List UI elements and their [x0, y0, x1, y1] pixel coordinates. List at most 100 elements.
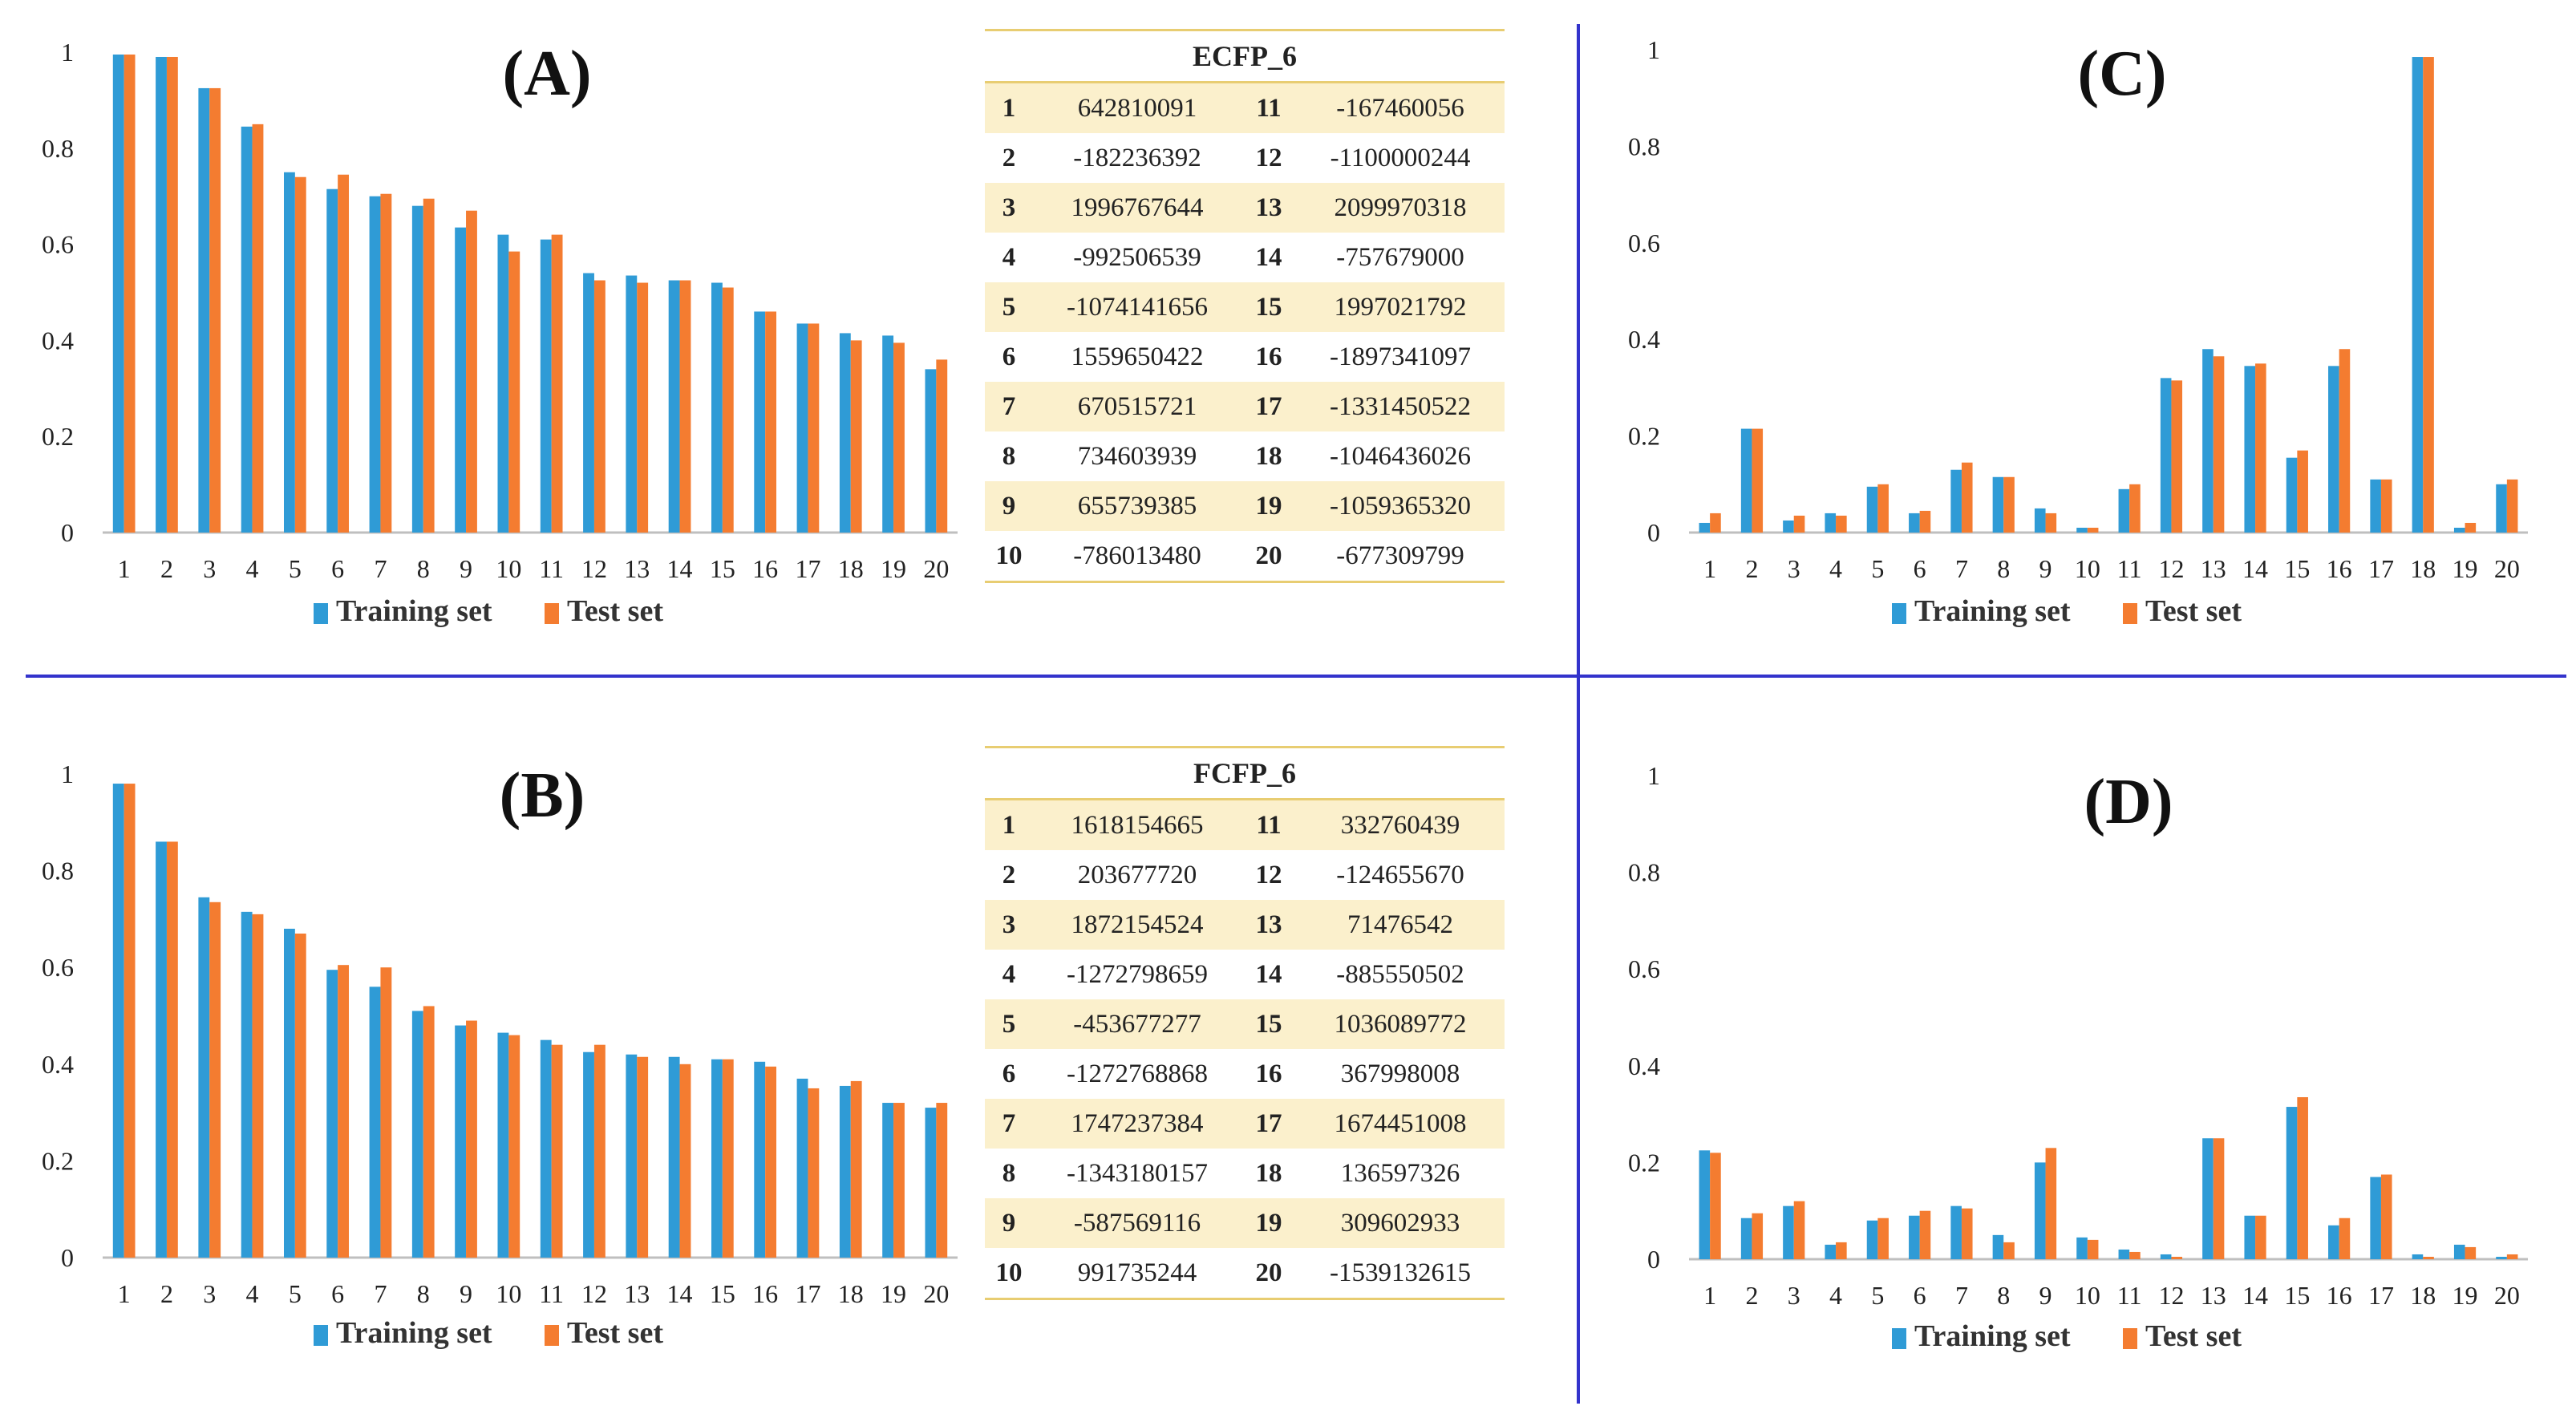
x-tick-label: 14	[2242, 1281, 2268, 1310]
x-tick-label: 19	[881, 1279, 906, 1308]
x-tick-label: 20	[923, 554, 949, 583]
y-tick-label: 0.6	[1628, 229, 1660, 257]
training-bar	[1992, 476, 2004, 533]
test-bar	[2297, 450, 2308, 533]
x-tick-label: 5	[1871, 1281, 1884, 1310]
x-tick-label: 11	[539, 1279, 564, 1308]
table-index-cell: 13	[1241, 183, 1296, 233]
x-tick-label: 20	[2494, 1281, 2520, 1310]
test-bar	[166, 841, 178, 1258]
table-value-cell: 1872154524	[1033, 900, 1241, 950]
ecfp-table-row: 1 642810091 11 -167460056	[985, 82, 1505, 133]
x-tick-label: 16	[752, 1279, 778, 1308]
test-bar	[850, 340, 862, 533]
x-tick-label: 9	[2039, 554, 2052, 583]
test-bar	[1877, 1217, 1889, 1259]
chart-panel-c: 00.20.40.60.811 2 3 4 5 6 7 8 9 10 11 12 13 14 15 16 17 1…	[1628, 35, 2528, 628]
training-bar	[668, 1056, 680, 1258]
training-bar	[241, 126, 253, 533]
y-tick-label: 1	[1647, 35, 1660, 64]
training-bar	[1866, 1220, 1878, 1259]
x-tick-label: 17	[795, 554, 820, 583]
training-bar	[839, 333, 851, 533]
x-tick-label: 16	[752, 554, 778, 583]
x-tick-label: 4	[1829, 1281, 1842, 1310]
x-tick-label: 10	[496, 1279, 521, 1308]
training-bar	[241, 911, 253, 1258]
x-tick-label: 12	[581, 554, 607, 583]
x-tick-label: 5	[289, 554, 302, 583]
x-tick-label: 11	[2117, 1281, 2142, 1310]
x-tick-label: 17	[2368, 554, 2394, 583]
training-bar	[711, 1059, 723, 1258]
table-value-cell: -1539132615	[1296, 1248, 1505, 1300]
table-index-cell: 12	[1255, 143, 1282, 172]
test-bar	[2506, 479, 2518, 533]
table-value-cell: 1674451008	[1296, 1099, 1505, 1149]
training-bar	[2034, 1162, 2046, 1259]
training-bar	[2496, 1256, 2507, 1259]
legend-test-label: Test set	[567, 1316, 663, 1350]
training-bar	[925, 369, 937, 533]
training-bar	[626, 275, 638, 533]
ecfp-table-row: 9 655739385 19 -1059365320	[985, 481, 1505, 531]
training-bar	[2453, 1244, 2465, 1259]
test-bar	[166, 56, 178, 533]
test-bar	[1710, 513, 1721, 533]
x-tick-label: 8	[1997, 554, 2010, 583]
x-tick-label: 13	[624, 554, 650, 583]
y-tick-label: 0.8	[1628, 132, 1660, 160]
test-bar	[722, 287, 734, 533]
x-tick-label: 6	[331, 1279, 344, 1308]
table-value-cell: 670515721	[1033, 382, 1241, 431]
table-value-cell: -1272798659	[1067, 959, 1208, 989]
x-tick-label: 1	[1703, 554, 1716, 583]
table-index-cell: 5	[985, 282, 1033, 332]
training-bar	[156, 56, 167, 533]
table-value-cell: 367998008	[1340, 1059, 1460, 1088]
table-value-cell: 1036089772	[1296, 999, 1505, 1049]
y-tick-label: 0.4	[1628, 1051, 1660, 1080]
table-value-cell: -992506539	[1073, 242, 1201, 272]
table-index-cell: 1	[985, 799, 1033, 850]
training-bar	[411, 1011, 423, 1258]
x-tick-label: 1	[118, 554, 131, 583]
panel-title: (C)	[2077, 38, 2166, 109]
y-tick-label: 0.2	[42, 1146, 74, 1175]
test-bar	[637, 1056, 649, 1258]
training-bar	[2160, 378, 2172, 533]
table-index-cell: 10	[985, 1248, 1033, 1300]
training-bar	[1866, 486, 1878, 533]
y-tick-label: 0.4	[42, 1050, 74, 1079]
x-tick-label: 5	[1871, 554, 1884, 583]
test-bar	[2171, 380, 2183, 533]
training-bar	[1909, 513, 1920, 533]
table-value-cell: 1747237384	[1033, 1099, 1241, 1149]
test-bar	[2297, 1096, 2308, 1259]
table-index-cell: 7	[985, 382, 1033, 431]
legend-test-label: Test set	[567, 594, 663, 628]
table-value-cell: 309602933	[1296, 1198, 1505, 1248]
training-bar	[198, 87, 210, 533]
legend-training-label: Training set	[336, 1316, 492, 1350]
test-bar	[593, 280, 606, 533]
x-tick-label: 6	[1914, 1281, 1926, 1310]
training-bar	[1825, 1244, 1837, 1259]
training-bar	[497, 1032, 509, 1258]
training-bar	[583, 1051, 594, 1258]
training-bar	[1950, 1205, 1962, 1259]
x-tick-label: 8	[417, 554, 430, 583]
training-bar	[326, 188, 338, 533]
test-bar	[2129, 1251, 2141, 1259]
training-bar	[369, 987, 381, 1258]
x-tick-label: 13	[2201, 554, 2226, 583]
fcfp-table-row: 7 1747237384 17 1674451008	[985, 1099, 1505, 1149]
test-bar	[209, 901, 221, 1258]
x-tick-label: 3	[1788, 1281, 1800, 1310]
test-bar	[2465, 1246, 2477, 1259]
training-bar	[711, 282, 723, 533]
chart-legend: Training set Test set	[1892, 1319, 2242, 1353]
test-bar	[765, 1066, 777, 1258]
test-bar	[637, 282, 649, 533]
x-tick-label: 4	[246, 1279, 259, 1308]
